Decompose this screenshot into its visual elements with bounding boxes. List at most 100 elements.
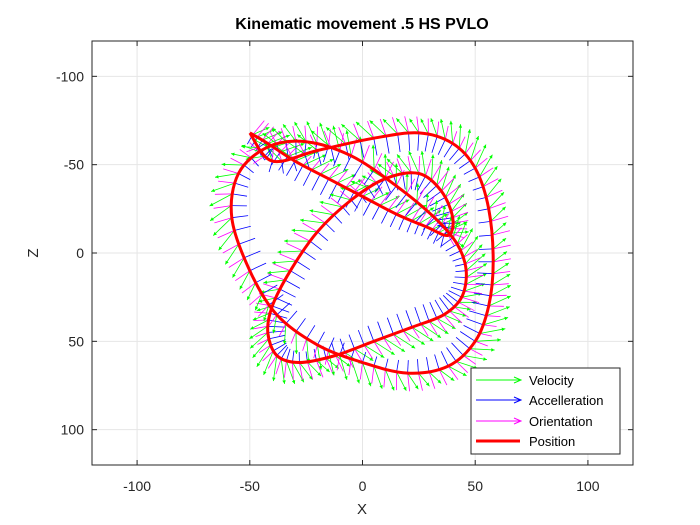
- velocity-arrow: [355, 121, 375, 139]
- velocity-arrow: [434, 200, 438, 218]
- accelleration-arrow: [280, 346, 289, 359]
- orientation-arrow: [330, 197, 343, 208]
- orientation-arrow: [447, 365, 459, 380]
- accelleration-arrow: [238, 173, 251, 180]
- accelleration-arrow: [328, 183, 338, 200]
- velocity-arrow: [350, 180, 369, 189]
- velocity-arrow: [339, 354, 348, 381]
- accelleration-arrow: [445, 243, 458, 252]
- orientation-arrow: [267, 314, 278, 328]
- accelleration-arrow: [311, 174, 321, 191]
- velocity-arrow: [396, 154, 412, 174]
- orientation-arrow: [316, 126, 318, 144]
- accelleration-arrow: [270, 339, 286, 346]
- velocity-arrow: [267, 134, 290, 144]
- position-layer: [229, 131, 495, 375]
- orientation-arrow: [371, 366, 375, 384]
- orientation-arrow: [327, 129, 331, 147]
- orientation-arrow: [486, 189, 503, 198]
- velocity-arrow: [209, 193, 233, 207]
- orientation-arrow: [448, 194, 464, 205]
- orientation-arrow: [267, 355, 278, 369]
- orientation-arrow: [325, 357, 334, 375]
- velocity-arrow: [420, 323, 442, 339]
- orientation-arrow: [336, 354, 341, 371]
- accelleration-arrow: [232, 193, 248, 197]
- velocity-arrow: [263, 304, 270, 322]
- orientation-arrow: [464, 290, 483, 294]
- accelleration-arrow: [416, 175, 426, 192]
- orientation-arrow: [349, 184, 360, 194]
- orientation-arrow: [407, 156, 412, 173]
- orientation-arrow: [492, 230, 510, 236]
- orientation-arrow: [479, 167, 494, 178]
- orientation-arrow: [239, 149, 252, 159]
- accelleration-arrow: [294, 165, 304, 182]
- orientation-arrow: [456, 234, 468, 245]
- velocity-arrow: [377, 163, 395, 177]
- orientation-arrow: [278, 323, 287, 337]
- accelleration-arrow: [471, 301, 489, 307]
- velocity-arrow: [470, 135, 479, 161]
- velocity-arrow: [436, 317, 456, 330]
- orientation-arrow: [302, 222, 318, 233]
- accelleration-arrow: [476, 197, 487, 201]
- x-axis-title: X: [357, 501, 367, 518]
- velocity-arrow: [218, 230, 235, 251]
- accelleration-arrow: [419, 180, 432, 195]
- orientation-arrow: [344, 352, 354, 368]
- orientation-arrow: [466, 265, 483, 272]
- accelleration-arrow: [243, 164, 254, 174]
- velocity-arrow: [463, 235, 479, 258]
- orientation-arrow: [395, 199, 408, 215]
- velocity-arrow: [262, 132, 277, 145]
- velocity-arrow: [319, 200, 343, 208]
- velocity-arrow: [209, 205, 232, 222]
- accelleration-arrow: [305, 351, 308, 362]
- velocity-arrow: [488, 295, 511, 307]
- velocity-arrow: [483, 316, 509, 326]
- velocity-arrow: [465, 253, 486, 271]
- y-tick-label: 0: [76, 245, 84, 261]
- accelleration-arrow: [398, 217, 405, 230]
- orientation-arrow: [279, 253, 297, 262]
- orientation-arrow: [319, 163, 330, 175]
- velocity-arrow: [317, 344, 323, 370]
- velocity-arrow: [449, 310, 467, 317]
- velocity-arrow: [294, 121, 307, 142]
- orientation-arrow: [474, 157, 488, 169]
- velocity-arrow: [271, 260, 297, 265]
- orientation-arrow: [316, 360, 324, 378]
- accelleration-arrow: [453, 282, 466, 285]
- orientation-arrow: [379, 118, 387, 137]
- orientation-arrow: [458, 136, 466, 149]
- orientation-arrow: [470, 149, 481, 161]
- velocity-arrow: [418, 372, 430, 387]
- orientation-arrow: [241, 282, 256, 294]
- orientation-arrow: [492, 244, 511, 250]
- orientation-arrow: [294, 232, 311, 242]
- accelleration-arrow: [478, 234, 493, 237]
- accelleration-arrow: [302, 169, 312, 186]
- velocity-arrow: [282, 123, 297, 142]
- velocity-arrow: [354, 348, 374, 362]
- orientation-arrow: [396, 158, 404, 174]
- accelleration-arrow: [386, 317, 394, 335]
- velocity-arrow: [369, 120, 387, 137]
- accelleration-arrow: [478, 221, 491, 224]
- accelleration-arrow: [353, 161, 364, 178]
- orientation-arrow: [307, 361, 314, 380]
- accelleration-arrow: [273, 342, 287, 352]
- orientation-arrow: [443, 314, 455, 328]
- accelleration-arrow: [458, 160, 471, 169]
- accelleration-arrow: [449, 148, 460, 161]
- velocity-arrow: [428, 320, 449, 335]
- accelleration-arrow: [417, 359, 419, 374]
- accelleration-arrow: [339, 338, 346, 353]
- orientation-arrow: [340, 190, 352, 201]
- velocity-arrow: [239, 270, 251, 290]
- accelleration-arrow: [264, 148, 272, 157]
- accelleration-arrow: [454, 276, 467, 278]
- y-tick-label: -100: [56, 68, 84, 84]
